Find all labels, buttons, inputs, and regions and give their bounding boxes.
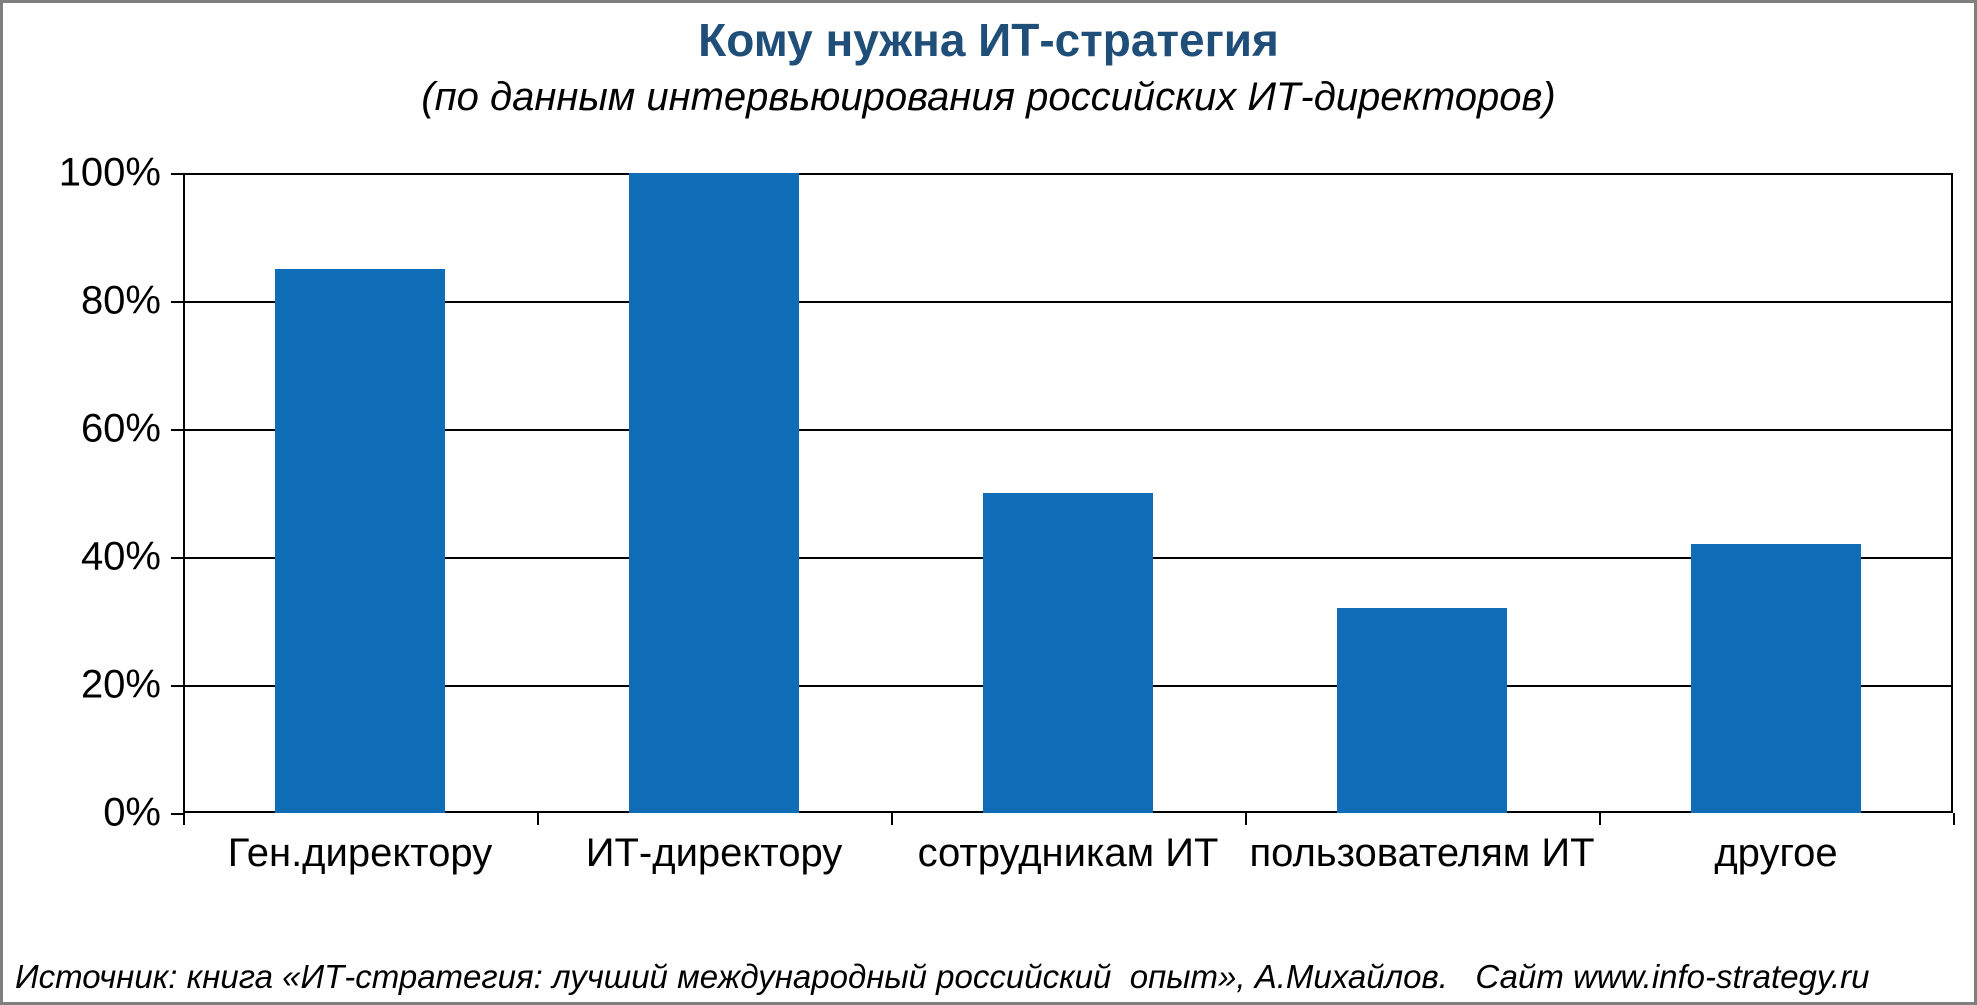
- x-tick-label: ИТ-директору: [537, 831, 891, 875]
- chart-source-footer: Источник: книга «ИТ-стратегия: лучший ме…: [15, 958, 1869, 996]
- y-tick-label: 100%: [21, 151, 161, 196]
- gridline: [183, 301, 1953, 303]
- x-tick-mark: [1599, 813, 1601, 825]
- y-tick-mark: [171, 301, 183, 303]
- y-tick-label: 40%: [21, 535, 161, 580]
- x-tick-mark: [537, 813, 539, 825]
- gridline: [183, 429, 1953, 431]
- bar: [629, 173, 799, 813]
- y-tick-mark: [171, 173, 183, 175]
- bar: [275, 269, 445, 813]
- x-tick-mark: [891, 813, 893, 825]
- y-tick-label: 60%: [21, 407, 161, 452]
- x-tick-label: Ген.директору: [183, 831, 537, 875]
- bar: [1337, 608, 1507, 813]
- bar: [983, 493, 1153, 813]
- x-tick-label: другое: [1599, 831, 1953, 875]
- chart-title: Кому нужна ИТ-стратегия: [3, 13, 1974, 67]
- chart-subtitle: (по данным интервьюирования российских И…: [3, 75, 1974, 120]
- x-tick-label: пользователям ИТ: [1245, 831, 1599, 875]
- y-tick-mark: [171, 685, 183, 687]
- x-tick-mark: [1245, 813, 1247, 825]
- x-tick-mark: [1953, 813, 1955, 825]
- y-tick-mark: [171, 429, 183, 431]
- y-tick-label: 0%: [21, 791, 161, 836]
- chart-frame: Кому нужна ИТ-стратегия (по данным интер…: [0, 0, 1977, 1005]
- plot-area: 0%20%40%60%80%100%Ген.директоруИТ-директ…: [183, 173, 1953, 813]
- y-tick-mark: [171, 813, 183, 815]
- x-tick-label: сотрудникам ИТ: [891, 831, 1245, 875]
- y-tick-label: 80%: [21, 279, 161, 324]
- y-tick-label: 20%: [21, 663, 161, 708]
- x-tick-mark: [183, 813, 185, 825]
- bar: [1691, 544, 1861, 813]
- y-tick-mark: [171, 557, 183, 559]
